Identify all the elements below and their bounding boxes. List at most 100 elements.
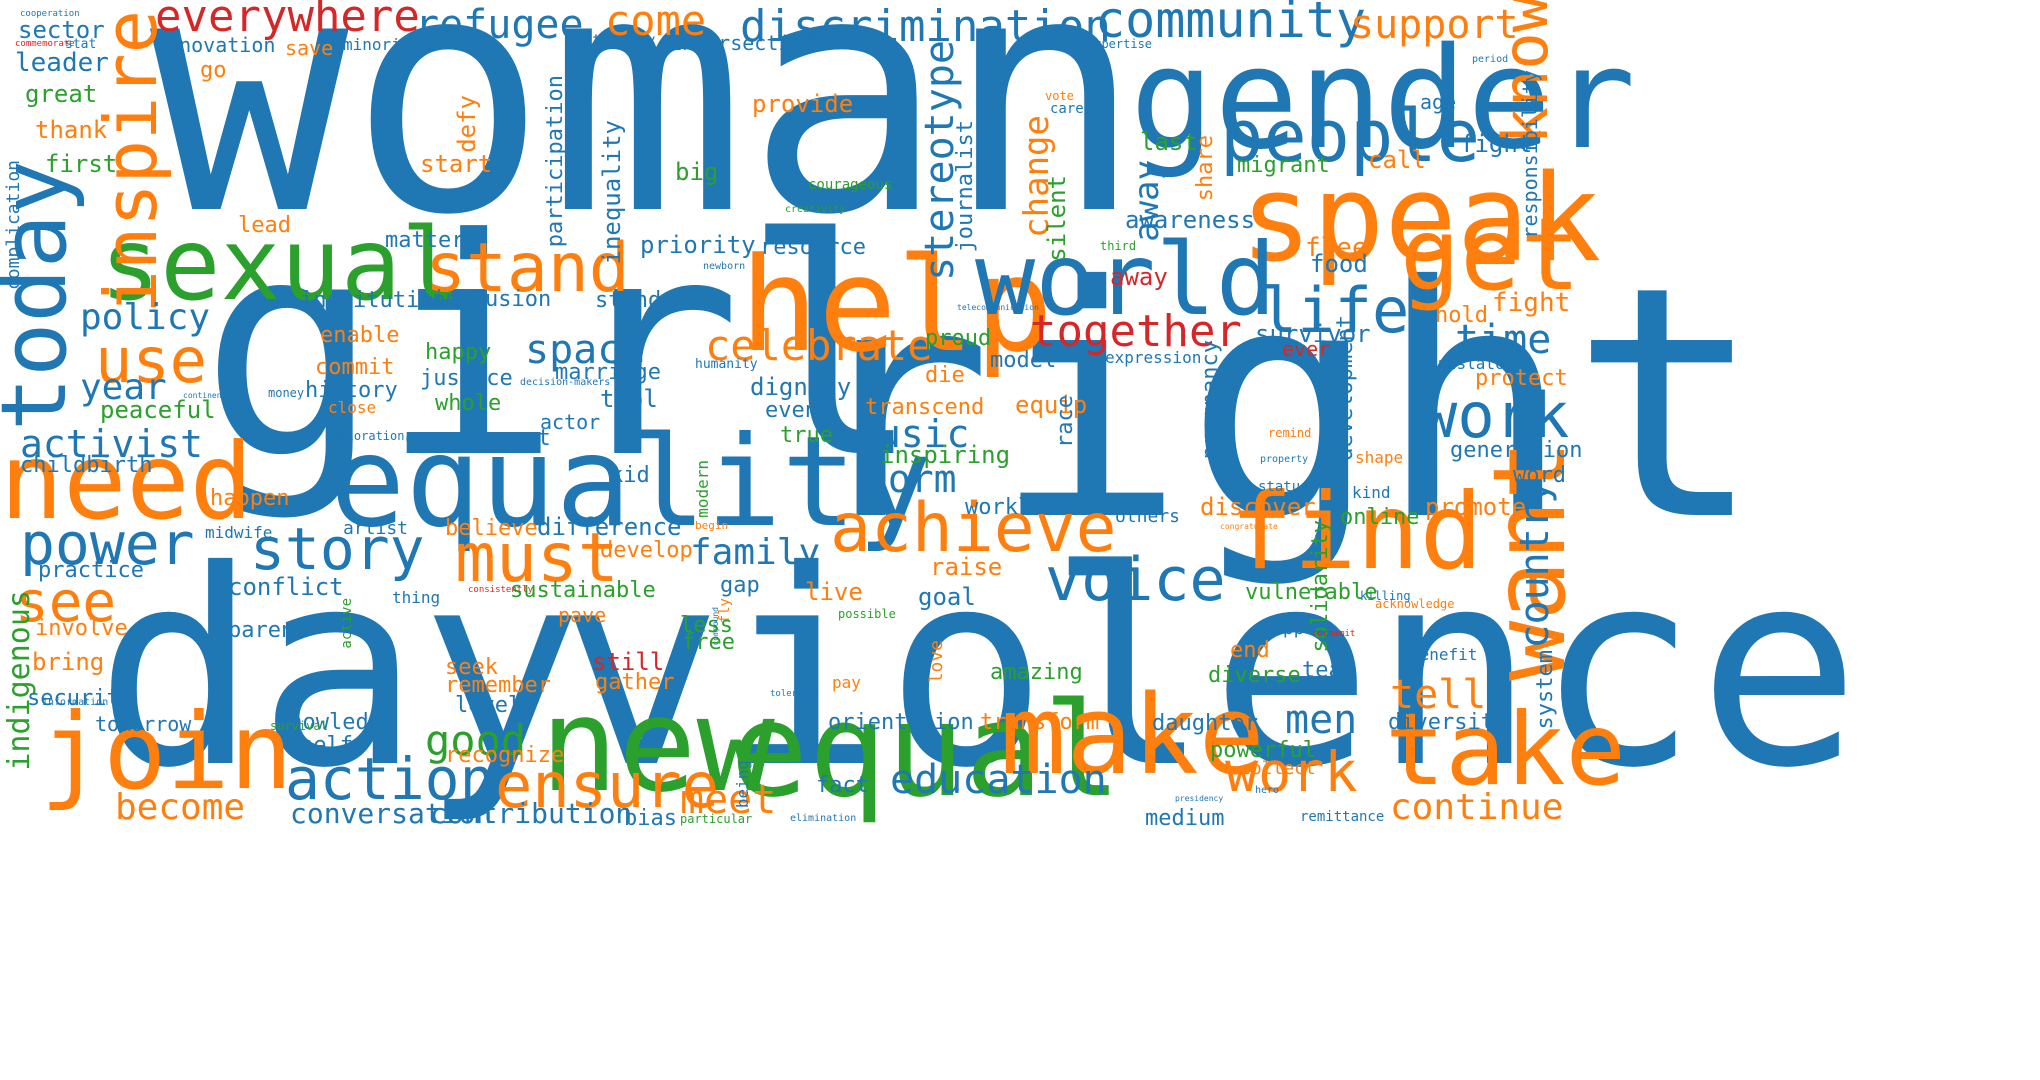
- cloud-word: people: [1220, 94, 1481, 178]
- cloud-word: institution: [300, 288, 446, 313]
- cloud-word: fight: [1492, 288, 1571, 318]
- cloud-word: less: [680, 613, 733, 638]
- cloud-word: courageous: [808, 177, 893, 193]
- cloud-word: innovation: [155, 33, 276, 57]
- cloud-word: knowledge: [276, 710, 396, 735]
- cloud-word: speak: [1240, 150, 1602, 289]
- cloud-word: join: [40, 691, 293, 813]
- cloud-word: hero: [1255, 785, 1280, 796]
- cloud-word: difference: [537, 513, 682, 541]
- cloud-word: word: [1513, 463, 1566, 488]
- cloud-word: diversity: [1388, 710, 1508, 735]
- cloud-word: parent: [228, 618, 308, 643]
- cloud-word: use: [95, 324, 207, 397]
- cloud-word: refugee: [415, 2, 584, 48]
- cloud-word: contribution: [430, 797, 633, 830]
- cloud-word: artist: [343, 518, 409, 539]
- cloud-word: fact: [816, 773, 869, 798]
- cloud-word: hold: [1435, 303, 1488, 328]
- cloud-word: community: [1095, 0, 1366, 49]
- cloud-word: orientation: [828, 710, 974, 735]
- cloud-word: period: [1472, 54, 1509, 65]
- cloud-word: participation: [543, 75, 568, 248]
- cloud-word: go: [200, 58, 227, 83]
- cloud-word: congratulate: [1220, 522, 1278, 531]
- cloud-word: medium: [1145, 806, 1225, 831]
- cloud-word: discrimination: [740, 1, 1111, 52]
- cloud-word: daughter: [1152, 711, 1258, 736]
- cloud-word: action: [285, 745, 495, 813]
- cloud-word: active: [339, 598, 355, 649]
- cloud-word: continue: [1390, 787, 1564, 828]
- cloud-word: survivor: [1255, 320, 1371, 348]
- cloud-word: equality: [330, 410, 933, 555]
- cloud-word: form: [865, 457, 957, 501]
- cloud-word: matter: [385, 228, 465, 253]
- cloud-word: great: [25, 80, 98, 108]
- cloud-word: bring: [32, 648, 105, 676]
- cloud-word: still: [592, 648, 665, 676]
- cloud-word: die: [925, 363, 965, 388]
- cloud-word: indigenous: [2, 590, 37, 771]
- cloud-word: music: [855, 412, 970, 456]
- cloud-word: first: [45, 150, 118, 178]
- cloud-word: dignity: [750, 373, 852, 401]
- cloud-word: journalist: [953, 120, 978, 253]
- cloud-word: woman: [150, 0, 1144, 287]
- cloud-word: compound: [711, 607, 720, 646]
- cloud-word: meet: [680, 777, 777, 823]
- cloud-word: men: [1285, 697, 1358, 743]
- cloud-word: inspiring: [880, 441, 1011, 469]
- cloud-word: activist: [20, 422, 204, 466]
- cloud-word: silent: [1043, 175, 1071, 262]
- cloud-word: powerful: [1210, 738, 1316, 763]
- cloud-word: workload: [965, 495, 1071, 520]
- cloud-word: good: [425, 716, 527, 765]
- cloud-word: family: [690, 532, 821, 573]
- cloud-word: actor: [540, 410, 601, 434]
- cloud-word: event: [765, 398, 832, 423]
- cloud-word: pregnancy: [1198, 340, 1223, 460]
- cloud-word: third: [1100, 239, 1137, 253]
- cloud-word: fight: [1460, 130, 1533, 158]
- cloud-word: new: [540, 669, 775, 821]
- cloud-word: development: [1333, 315, 1358, 461]
- cloud-word: care: [1050, 101, 1084, 117]
- cloud-word: love: [926, 640, 947, 684]
- cloud-word: thing: [392, 588, 441, 607]
- cloud-word: kind: [1352, 483, 1391, 502]
- cloud-word: year: [80, 367, 167, 408]
- cloud-word: childbirth: [20, 453, 153, 478]
- cloud-word: recognize: [445, 743, 565, 768]
- cloud-word: self: [300, 733, 353, 758]
- cloud-word: call: [1368, 146, 1426, 174]
- cloud-word: property: [1260, 454, 1309, 465]
- cloud-word: resource: [760, 235, 866, 260]
- cloud-word: responsibility: [1518, 70, 1542, 239]
- cloud-word: remember: [445, 673, 551, 698]
- cloud-word: happy: [425, 340, 492, 365]
- cloud-word: status: [1258, 479, 1309, 495]
- cloud-word: expertise: [1087, 37, 1153, 51]
- cloud-word: save: [285, 36, 334, 60]
- cloud-word: raise: [930, 553, 1003, 581]
- cloud-word: away: [1110, 263, 1168, 291]
- cloud-word: need: [0, 421, 253, 543]
- cloud-word: celebrate: [705, 321, 933, 370]
- cloud-word: stand: [425, 229, 630, 308]
- cloud-word: get: [1400, 196, 1581, 313]
- cloud-word: story: [250, 515, 425, 583]
- cloud-word: achieve: [830, 489, 1117, 568]
- cloud-word: inspiration: [805, 34, 865, 44]
- cloud-word: education: [890, 757, 1107, 803]
- cloud-word: diverse: [1208, 663, 1301, 688]
- cloud-word: become: [115, 787, 246, 828]
- cloud-word: tolerance: [770, 689, 819, 699]
- cloud-word: pay: [832, 673, 861, 692]
- cloud-word: sexual: [100, 206, 462, 323]
- cloud-word: free: [682, 630, 735, 655]
- cloud-word: migrant: [1237, 153, 1330, 178]
- cloud-word: end: [1230, 638, 1270, 663]
- cloud-word: information: [42, 697, 109, 708]
